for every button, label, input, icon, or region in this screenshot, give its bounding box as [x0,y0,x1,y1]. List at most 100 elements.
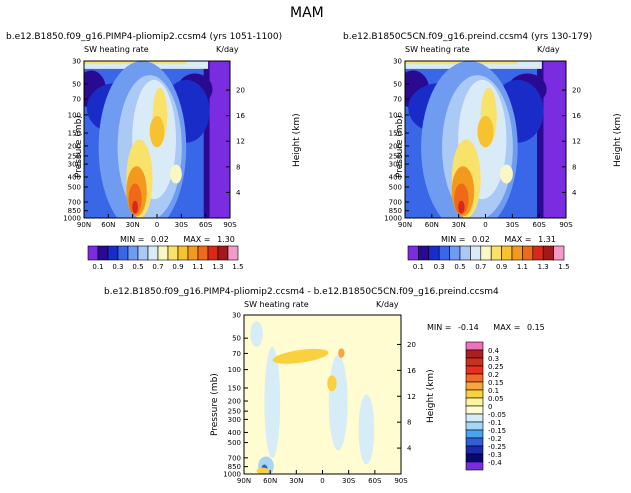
panel-2-ytick-label: 30 [393,58,402,66]
panel-3-colorbar-label: 0.4 [488,347,500,355]
panel-2-colorbar-box [501,245,513,261]
panel-1-colorbar-box [87,245,99,261]
panel-1-colorbar-box [217,245,229,261]
panel-1-ytick-label: 700 [68,199,81,207]
panel-3-colorbar-label: 0.3 [488,355,499,363]
panel-2-right-cream [499,164,513,184]
panel-1-ytick-label: 300 [68,161,81,169]
panel-1-colorbar-box [207,245,219,261]
panel-1-plot-area [83,60,231,219]
panel-2-colorbar-box [553,245,565,261]
panel-1-field [84,61,230,218]
panel-2-units: K/day [537,45,560,54]
panel-2-colorbar-box [407,245,419,261]
panel-1-colorbar-label: 0.7 [152,263,163,271]
panel-2-colorbar-label: 0.1 [413,263,424,271]
panel-3-colorbar-box [465,421,484,431]
panel-3-colorbar-box [465,437,484,447]
panel-1-plume-core [149,115,165,148]
panel-3-colorbar-label: 0.05 [488,395,504,403]
panel-2-colorbar-box [532,245,544,261]
panel-1-ytick-label: 150 [68,130,81,138]
panel-2-ytick-right-label: 20 [572,87,581,95]
panel-1-ytick-label: 1000 [63,215,81,223]
panel-2-max-label: MAX = [504,235,532,244]
panel-1-units: K/day [216,45,239,54]
panel-3-ytick-label: 50 [232,335,241,343]
panel-2-ytick-right-label: 16 [572,112,581,120]
panel-2-colorbar-box [511,245,523,261]
panel-3-colorbar-label: 0.1 [488,387,499,395]
panel-3-max-label: MAX = [493,323,521,332]
panel-1-colorbar-label: 1.3 [212,263,223,271]
panel-2-ytick-label: 300 [389,161,402,169]
panel-1-max-label: MAX = [183,235,211,244]
panel-3-ytick-label: 100 [228,366,241,374]
panel-1-low-dark-orange [128,183,142,215]
panel-1-min-label: MIN = [120,235,145,244]
panel-1-colorbar-box [117,245,129,261]
panel-2-xtick-label: 30S [506,221,520,229]
panel-2-colorbar-box [542,245,554,261]
panel-3-ytick-label: 30 [232,312,241,320]
panel-1-colorbar-box [97,245,109,261]
panel-1-colorbar-label: 1.1 [192,263,203,271]
panel-1-xtick-label: 90N [77,221,91,229]
panel-3-yellow-band [272,348,329,364]
panel-1-xtick-label: 90S [223,221,237,229]
panel-2-colorbar-label: 1.3 [538,263,549,271]
panel-3-max: 0.15 [526,323,545,332]
panel-3-field [244,315,401,474]
panel-1-colorbar-box [177,245,189,261]
panel-3-colorbar-box [465,389,484,399]
panel-3-ytick-right-label: 16 [407,367,416,375]
panel-1-colorbar-box [227,245,239,261]
panel-3-ytick-right-label: 12 [407,393,416,401]
panel-3-colorbar-label: -0.25 [488,443,506,451]
panel-1-colorbar-box [167,245,179,261]
panel-3-xtick-label: 60S [368,477,382,485]
panel-3-blue-streak-2 [328,354,348,451]
panel-1-xtick-label: 30S [175,221,189,229]
panel-2-colorbar-box [438,245,450,261]
panel-3-xtick-label: 0 [320,477,324,485]
panel-3-ytick-label: 700 [228,454,241,462]
panel-1-colorbar-box [197,245,209,261]
panel-2-xtick-label: 90S [559,221,573,229]
panel-2-xtick-label: 60N [425,221,439,229]
panel-3-stats: MIN = -0.14 MAX = 0.15 [427,323,545,332]
panel-3-colorbar-box [465,429,484,439]
panel-3-colorbar-label: -0.05 [488,411,506,419]
panel-2-stats: MIN = 0.02 MAX = 1.31 [441,235,556,244]
panel-3-ytick-label: 200 [228,398,241,406]
panel-2-ytick-label: 1000 [384,215,402,223]
panel-3-colorbar-label: -0.4 [488,459,502,467]
panel-3-ytick-right-label: 20 [407,341,416,349]
panel-1-ytick-label: 400 [68,173,81,181]
panel-2-ytick-label: 100 [389,111,402,119]
panel-2-ytick-label: 150 [389,130,402,138]
panel-2-plume-core [477,115,494,148]
panel-3-title: b.e12.B1850.f09_g16.PIMP4-pliomip2.ccsm4… [104,287,499,297]
panel-2-field [405,61,566,218]
panel-3-min-label: MIN = [427,323,452,332]
panel-3-ytick-right-label: 4 [407,445,412,453]
panel-2-ytick-right-label: 12 [572,138,581,146]
panel-1-ytick-label: 850 [68,207,81,215]
panel-2-colorbar-label: 0.3 [434,263,445,271]
panel-2-colorbar-box [449,245,461,261]
panel-2-ytick-label: 250 [389,152,402,160]
panel-2-ytick-label: 850 [389,207,402,215]
panel-2-colorbar-label: 0.5 [454,263,465,271]
panel-3-yellow-low [256,467,270,474]
panel-1-right-cream [170,164,182,184]
panel-3-colorbar-label: 0.25 [488,363,504,371]
panel-3-colorbar-box [465,397,484,407]
panel-1-ytick-label: 500 [68,183,81,191]
panel-1-xtick-label: 0 [155,221,159,229]
panel-3-ytick-label: 70 [232,350,241,358]
panel-1-ytick-label: 100 [68,111,81,119]
panel-3-colorbar-box [465,341,484,351]
panel-1-ytick-right-label: 12 [236,138,245,146]
